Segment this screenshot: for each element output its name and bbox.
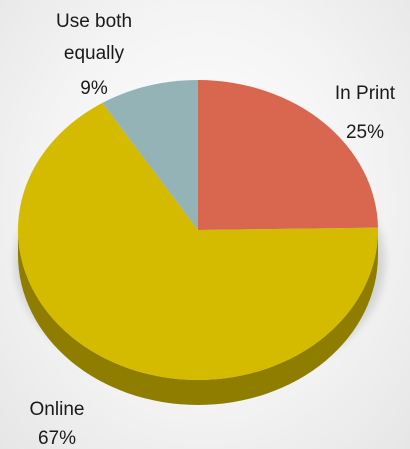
label-in-print-name: In Print xyxy=(335,83,396,104)
label-both-line2: equally xyxy=(64,43,125,64)
label-online-percent: 67% xyxy=(38,428,76,449)
label-online-name: Online xyxy=(30,399,85,420)
pie-tops xyxy=(18,80,379,380)
pie-slice-in-print xyxy=(198,80,378,230)
label-both-line1: Use both xyxy=(56,11,132,32)
pie-sides xyxy=(18,230,378,405)
pie-side-online xyxy=(18,230,378,405)
label-both-percent: 9% xyxy=(80,78,108,99)
label-in-print-percent: 25% xyxy=(346,122,384,143)
pie-slice-online xyxy=(18,102,379,380)
pie-slice-use-both-equally xyxy=(102,80,198,230)
